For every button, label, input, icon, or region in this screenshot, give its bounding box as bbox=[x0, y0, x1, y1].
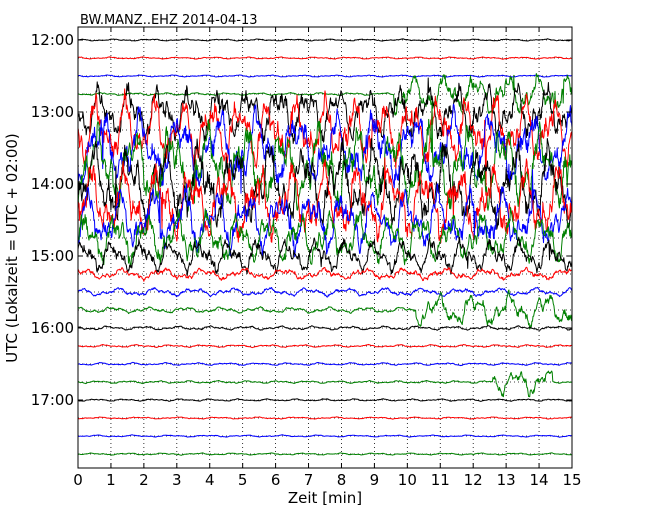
plot-frame bbox=[77, 26, 573, 469]
trace-1530 bbox=[78, 286, 572, 298]
trace-1745 bbox=[78, 452, 572, 456]
trace-1415 bbox=[78, 157, 572, 244]
x-tick-label: 1 bbox=[106, 471, 116, 489]
x-tick-label: 15 bbox=[562, 471, 581, 489]
x-tick-label: 5 bbox=[238, 471, 248, 489]
y-axis-label: UTC (Lokalzeit = UTC + 02:00) bbox=[3, 133, 21, 363]
y-tick-label: 13:00 bbox=[31, 103, 74, 121]
y-axis: 12:00 13:00 14:00 15:00 16:00 17:00 bbox=[31, 31, 572, 409]
x-tick-label: 11 bbox=[431, 471, 450, 489]
trace-1615 bbox=[78, 343, 572, 349]
x-tick-label: 2 bbox=[139, 471, 149, 489]
x-tick-label: 13 bbox=[497, 471, 516, 489]
trace-1500 bbox=[78, 236, 572, 277]
trace-1545 bbox=[78, 289, 572, 330]
trace-1300 bbox=[78, 77, 572, 144]
y-tick-label: 12:00 bbox=[31, 31, 74, 49]
trace-1645 bbox=[78, 370, 572, 398]
y-tick-label: 17:00 bbox=[31, 391, 74, 409]
trace-1315 bbox=[78, 88, 572, 196]
trace-1200 bbox=[78, 38, 572, 42]
x-tick-label: 14 bbox=[530, 471, 549, 489]
trace-1515 bbox=[78, 266, 572, 282]
trace-1230 bbox=[78, 74, 572, 78]
y-tick-label: 15:00 bbox=[31, 247, 74, 265]
trace-1215 bbox=[78, 56, 572, 60]
x-axis-label: Zeit [min] bbox=[288, 489, 362, 507]
x-tick-label: 9 bbox=[370, 471, 380, 489]
x-tick-label: 8 bbox=[337, 471, 347, 489]
trace-1715 bbox=[78, 416, 572, 420]
x-tick-label: 3 bbox=[172, 471, 182, 489]
trace-group bbox=[78, 38, 572, 456]
x-tick-label: 6 bbox=[271, 471, 281, 489]
trace-1730 bbox=[78, 434, 572, 438]
y-tick-label: 16:00 bbox=[31, 319, 74, 337]
x-axis: 0 1 2 3 4 5 6 7 8 9 10 11 12 13 14 15 bbox=[73, 27, 582, 489]
x-tick-label: 10 bbox=[398, 471, 417, 489]
trace-1600 bbox=[78, 325, 572, 331]
trace-1430 bbox=[78, 169, 572, 258]
y-tick-label: 14:00 bbox=[31, 175, 74, 193]
chart-title: BW.MANZ..EHZ 2014-04-13 bbox=[80, 13, 258, 28]
x-tick-label: 7 bbox=[304, 471, 314, 489]
x-tick-label: 4 bbox=[205, 471, 215, 489]
trace-1700 bbox=[78, 398, 572, 402]
trace-1630 bbox=[78, 361, 572, 367]
x-tick-label: 12 bbox=[464, 471, 483, 489]
trace-1400 bbox=[78, 137, 572, 235]
x-tick-label: 0 bbox=[73, 471, 83, 489]
